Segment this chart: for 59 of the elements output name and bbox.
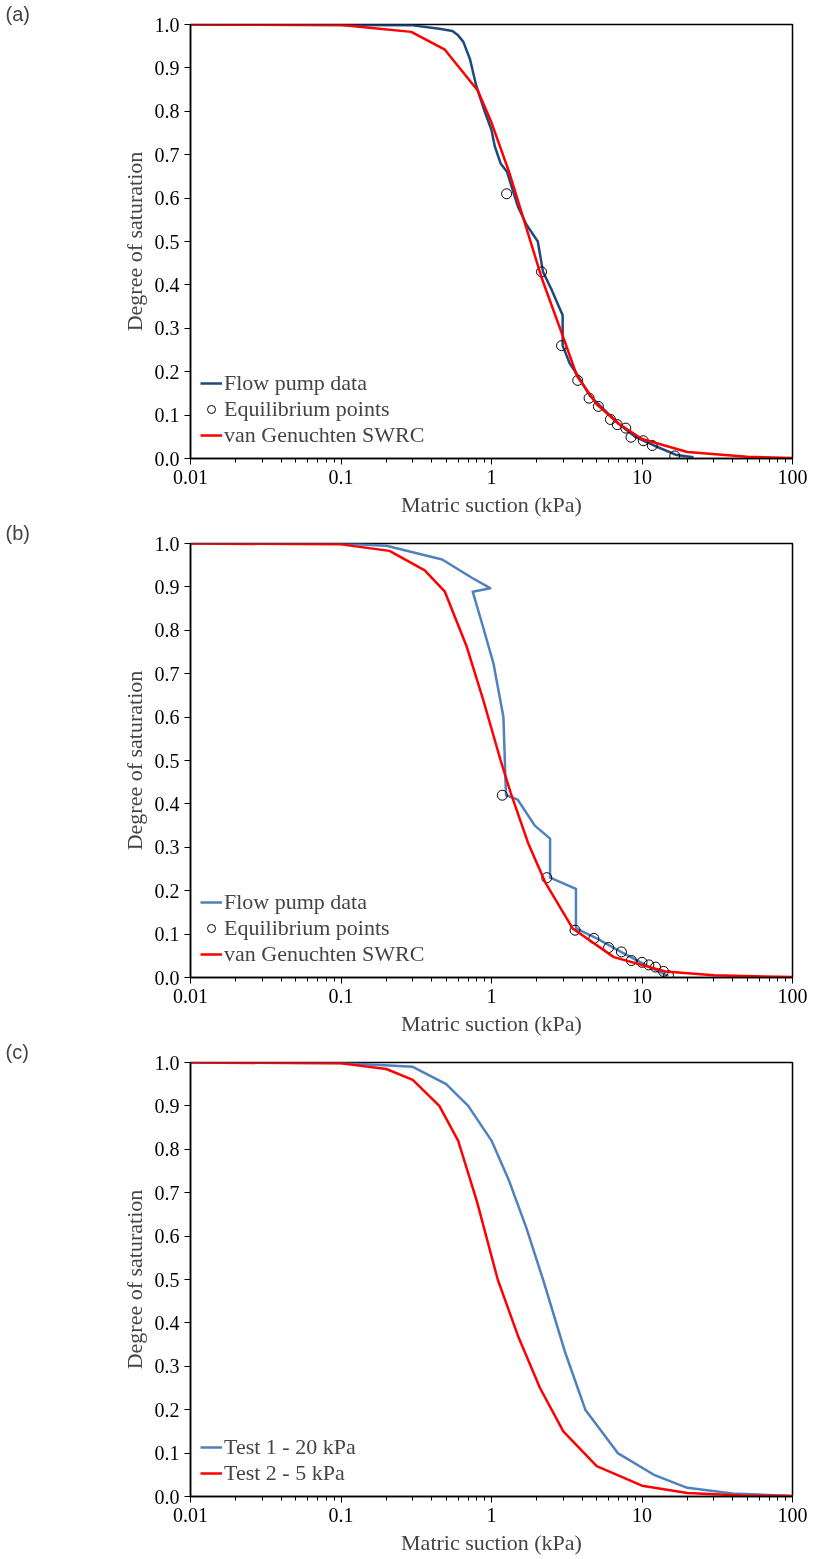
x-axis-title: Matric suction (kPa) — [401, 1529, 582, 1555]
y-tick-label: 0.1 — [154, 404, 180, 427]
legend-label: Test 1 - 20 kPa — [224, 1434, 356, 1460]
y-tick-label: 0.4 — [154, 1311, 180, 1334]
legend-label: van Genuchten SWRC — [224, 422, 425, 448]
legend-label: van Genuchten SWRC — [224, 941, 425, 967]
text: (b) — [5, 521, 30, 544]
x-axis-title: Matric suction (kPa) — [401, 1010, 582, 1036]
y-tick-label: 0.8 — [154, 619, 180, 642]
y-tick-label: 0.9 — [154, 1094, 180, 1117]
x-axis-title: Matric suction (kPa) — [401, 491, 582, 517]
legend-label: Test 2 - 5 kPa — [224, 1460, 345, 1486]
y-tick-label: 0.5 — [154, 230, 180, 253]
x-tick-label: 0.1 — [328, 1503, 354, 1526]
x-tick-label: 0.1 — [328, 984, 354, 1007]
y-tick-label: 0.9 — [154, 56, 180, 79]
text: (a) — [5, 2, 30, 25]
y-tick-label: 0.3 — [154, 1355, 180, 1378]
y-tick-label: 0.5 — [154, 1268, 180, 1291]
y-tick-label: 0.1 — [154, 923, 180, 946]
x-tick-label: 10 — [632, 1503, 652, 1526]
y-tick-label: 0.3 — [154, 836, 180, 859]
x-tick-label: 0.1 — [328, 465, 354, 488]
y-axis-title: Degree of saturation — [121, 151, 147, 332]
x-tick-label: 1 — [486, 1503, 497, 1526]
x-tick-label: 10 — [632, 465, 652, 488]
y-tick-label: 0.3 — [154, 317, 180, 340]
y-tick-label: 0.6 — [154, 706, 180, 729]
y-tick-label: 0.7 — [154, 1181, 180, 1204]
y-tick-label: 0.4 — [154, 792, 180, 815]
y-tick-label: 0.6 — [154, 1225, 180, 1248]
y-tick-label: 0.2 — [154, 879, 180, 902]
text: (c) — [5, 1040, 29, 1063]
x-tick-label: 1 — [486, 465, 497, 488]
y-tick-label: 0.8 — [154, 1138, 180, 1161]
y-axis-title: Degree of saturation — [121, 1189, 147, 1370]
x-tick-label: 100 — [777, 465, 808, 488]
legend-label: Flow pump data — [224, 370, 367, 396]
y-tick-label: 0.2 — [154, 360, 180, 383]
legend-label: Flow pump data — [224, 889, 367, 915]
legend-label: Equilibrium points — [224, 396, 390, 422]
x-tick-label: 100 — [777, 1503, 808, 1526]
y-axis-title: Degree of saturation — [121, 670, 147, 851]
y-tick-label: 1.0 — [154, 1051, 180, 1074]
y-tick-label: 0.5 — [154, 749, 180, 772]
y-tick-label: 0.7 — [154, 143, 180, 166]
y-tick-label: 0.9 — [154, 575, 180, 598]
y-tick-label: 0.7 — [154, 662, 180, 685]
y-tick-label: 0.1 — [154, 1442, 180, 1465]
y-tick-label: 0.8 — [154, 100, 180, 123]
y-tick-label: 1.0 — [154, 13, 180, 36]
y-tick-label: 0.4 — [154, 273, 180, 296]
y-tick-label: 0.2 — [154, 1398, 180, 1421]
x-tick-label: 100 — [777, 984, 808, 1007]
x-tick-label: 1 — [486, 984, 497, 1007]
y-tick-label: 1.0 — [154, 532, 180, 555]
legend-label: Equilibrium points — [224, 915, 390, 941]
y-tick-label: 0.6 — [154, 187, 180, 210]
x-tick-label: 10 — [632, 984, 652, 1007]
